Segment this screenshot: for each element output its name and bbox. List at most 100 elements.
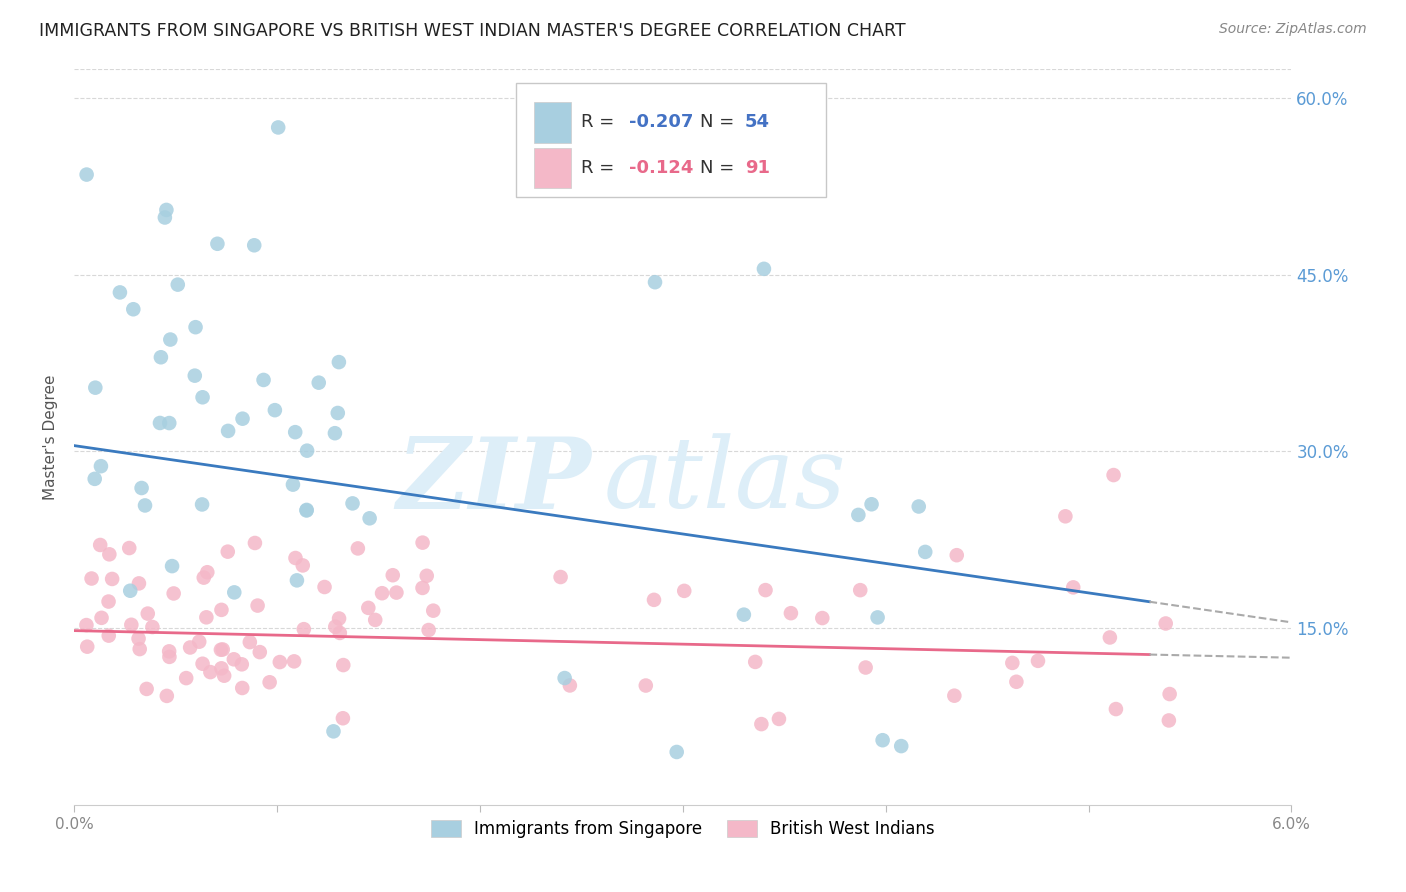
Point xyxy=(259,675,281,690)
Point xyxy=(212,669,235,683)
Point xyxy=(80,572,103,586)
Point xyxy=(243,238,266,252)
Point xyxy=(332,711,354,725)
Text: ZIP: ZIP xyxy=(396,433,592,529)
Point xyxy=(295,503,318,517)
Point xyxy=(209,661,232,675)
Text: IMMIGRANTS FROM SINGAPORE VS BRITISH WEST INDIAN MASTER'S DEGREE CORRELATION CHA: IMMIGRANTS FROM SINGAPORE VS BRITISH WES… xyxy=(39,22,905,40)
Text: atlas: atlas xyxy=(603,434,846,529)
Point xyxy=(246,599,269,613)
Point xyxy=(118,541,141,555)
Point xyxy=(263,403,285,417)
Point xyxy=(179,640,201,655)
Point xyxy=(855,660,877,674)
Point xyxy=(134,499,156,513)
Point xyxy=(872,733,894,747)
Point xyxy=(326,406,349,420)
Point xyxy=(159,649,181,664)
Point xyxy=(243,536,266,550)
Point xyxy=(141,620,163,634)
Point xyxy=(76,168,98,182)
Point xyxy=(1154,616,1177,631)
Point xyxy=(284,551,307,566)
Point xyxy=(751,717,773,731)
Text: N =: N = xyxy=(700,159,740,177)
Point xyxy=(184,320,207,334)
Point xyxy=(193,571,215,585)
Point xyxy=(1062,580,1084,594)
Point xyxy=(332,658,354,673)
Point xyxy=(328,611,350,625)
Point xyxy=(131,481,153,495)
Point xyxy=(153,211,176,225)
Point xyxy=(249,645,271,659)
Text: 91: 91 xyxy=(745,159,770,177)
Point xyxy=(381,568,404,582)
Point xyxy=(281,477,304,491)
Point xyxy=(768,712,790,726)
Point xyxy=(191,657,214,671)
Point xyxy=(163,586,186,600)
Point xyxy=(754,583,776,598)
Text: -0.207: -0.207 xyxy=(630,113,693,131)
Point xyxy=(174,671,197,685)
Point xyxy=(357,600,380,615)
Point xyxy=(1102,468,1125,483)
Point xyxy=(291,558,314,573)
Point xyxy=(97,629,120,643)
Point xyxy=(267,120,290,135)
Point xyxy=(224,585,246,599)
Point xyxy=(76,640,98,654)
Point xyxy=(120,617,142,632)
Point xyxy=(846,508,869,522)
Point xyxy=(914,545,936,559)
Point xyxy=(295,503,318,517)
Point xyxy=(217,544,239,558)
Point xyxy=(314,580,336,594)
Point xyxy=(128,642,150,657)
Point xyxy=(184,368,207,383)
Bar xyxy=(534,148,571,188)
Point xyxy=(1026,654,1049,668)
Point xyxy=(157,416,180,430)
Point xyxy=(200,665,222,679)
Point xyxy=(89,538,111,552)
Point xyxy=(1001,656,1024,670)
Point xyxy=(634,679,657,693)
Point xyxy=(207,236,229,251)
Point xyxy=(128,632,150,646)
Text: Source: ZipAtlas.com: Source: ZipAtlas.com xyxy=(1219,22,1367,37)
Point xyxy=(412,581,434,595)
Point xyxy=(231,681,253,695)
Point xyxy=(232,411,254,425)
Point xyxy=(156,689,179,703)
Point xyxy=(191,498,214,512)
Legend: Immigrants from Singapore, British West Indians: Immigrants from Singapore, British West … xyxy=(423,813,942,845)
Point xyxy=(269,655,291,669)
Point xyxy=(295,443,318,458)
Point xyxy=(322,724,344,739)
Point xyxy=(195,610,218,624)
Point xyxy=(149,416,172,430)
Point xyxy=(209,642,232,657)
Point xyxy=(347,541,370,556)
Point xyxy=(239,635,262,649)
Point xyxy=(90,611,112,625)
Point xyxy=(231,657,253,672)
FancyBboxPatch shape xyxy=(516,83,827,197)
Point xyxy=(160,559,183,574)
Point xyxy=(945,548,967,562)
Point xyxy=(866,610,889,624)
Point xyxy=(780,606,803,620)
Point xyxy=(644,275,666,289)
Point xyxy=(195,566,218,580)
Point xyxy=(1157,714,1180,728)
Point xyxy=(733,607,755,622)
Point xyxy=(211,603,233,617)
Point xyxy=(554,671,576,685)
Point xyxy=(252,373,274,387)
Point xyxy=(222,652,245,666)
Point xyxy=(84,381,107,395)
Point xyxy=(416,569,439,583)
Point xyxy=(643,592,665,607)
